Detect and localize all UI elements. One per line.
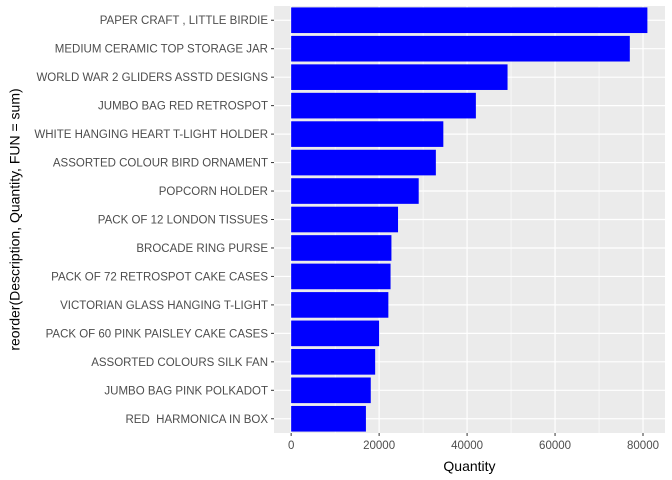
y-tick-label: MEDIUM CERAMIC TOP STORAGE JAR [55,44,268,56]
bar [291,7,648,34]
bar [291,206,399,233]
x-tick-label: 0 [288,440,294,452]
bar [291,121,444,147]
x-tick-label: 20000 [363,440,395,452]
y-tick-label: BROCADE RING PURSE [136,243,268,255]
bar [291,292,389,318]
x-axis-ticks: 0 20000 40000 60000 80000 [288,433,659,452]
y-tick-label: JUMBO BAG RED RETROSPOT [98,101,268,113]
bars [291,7,648,432]
y-tick-label: PACK OF 72 RETROSPOT CAKE CASES [51,271,268,283]
y-tick-label: WHITE HANGING HEART T-LIGHT HOLDER [34,129,268,141]
y-tick-label: ASSORTED COLOURS SILK FAN [91,357,268,369]
y-tick-label: PAPER CRAFT , LITTLE BIRDIE [100,15,269,27]
y-tick-label: RED HARMONICA IN BOX [126,414,269,426]
y-tick-label: ASSORTED COLOUR BIRD ORNAMENT [53,158,268,170]
bar [291,263,391,290]
x-tick-label: 60000 [539,440,571,452]
y-axis-ticks: PAPER CRAFT , LITTLE BIRDIE MEDIUM CERAMI… [34,15,274,426]
bar [291,320,380,347]
bar [291,64,508,90]
bar [291,405,366,432]
y-tick-label: JUMBO BAG PINK POLKADOT [104,385,268,397]
x-axis-title: Quantity [443,458,495,474]
y-tick-label: VICTORIAN GLASS HANGING T-LIGHT [60,300,268,312]
y-tick-label: WORLD WAR 2 GLIDERS ASSTD DESIGNS [36,72,268,84]
y-tick-label: PACK OF 60 PINK PAISLEY CAKE CASES [46,328,269,340]
bar [291,149,436,176]
bar [291,235,392,261]
bar [291,92,476,119]
x-tick-label: 80000 [627,440,659,452]
y-tick-label: POPCORN HOLDER [159,186,268,198]
bar [291,35,630,62]
y-tick-label: PACK OF 12 LONDON TISSUES [98,215,269,227]
x-tick-label: 40000 [451,440,483,452]
bar [291,349,376,375]
y-axis-title: reorder(Description, Quantity, FUN = sum… [7,88,23,350]
bar [291,377,371,404]
bar [291,178,419,204]
